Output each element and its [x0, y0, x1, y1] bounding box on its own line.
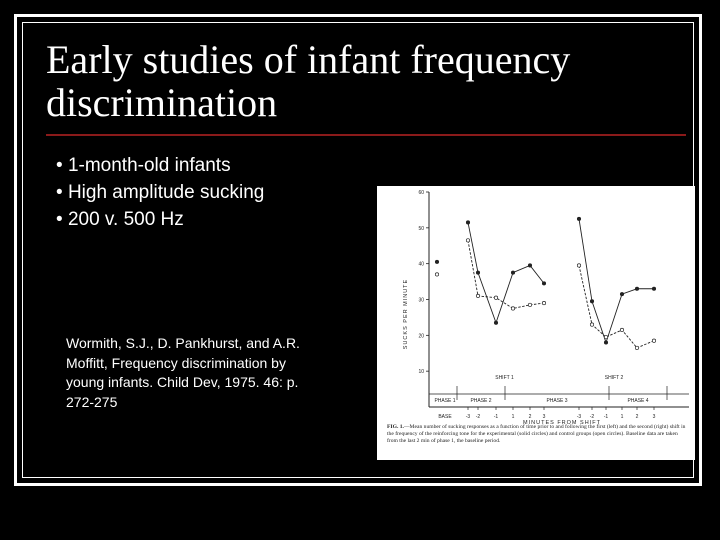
base-label: BASE [438, 414, 452, 420]
phase-label: PHASE 2 [470, 398, 491, 404]
x-tick-label: 3 [653, 414, 656, 420]
data-point [651, 286, 657, 291]
slide-title: Early studies of infant frequency discri… [46, 37, 571, 125]
data-point [465, 220, 471, 225]
x-tick-label: 2 [636, 414, 639, 420]
data-point [475, 270, 481, 275]
x-tick-label: -3 [577, 414, 582, 420]
x-tick-label: 1 [512, 414, 515, 420]
data-point [493, 320, 499, 325]
data-point [589, 299, 595, 304]
data-point [465, 238, 471, 243]
data-point [475, 293, 481, 298]
x-tick-label: -2 [476, 414, 481, 420]
shift-label: SHIFT 2 [605, 375, 624, 381]
data-point [589, 322, 595, 327]
y-tick-label: 10 [418, 369, 424, 375]
data-point [603, 335, 609, 340]
data-point [541, 301, 547, 306]
data-point [603, 340, 609, 345]
data-point [619, 327, 625, 333]
series-line [578, 218, 654, 344]
series-line [467, 240, 545, 309]
x-tick-label: -2 [590, 414, 595, 420]
data-point [527, 302, 533, 307]
phase-label: PHASE 4 [627, 398, 648, 404]
data-point [619, 292, 625, 297]
x-tick-label: 1 [621, 414, 624, 420]
figure-caption-label: FIG. 1. [387, 424, 404, 430]
y-tick-label: 30 [418, 298, 424, 304]
y-tick-label: 50 [418, 226, 424, 232]
data-point [541, 281, 547, 286]
y-axis-label: SUCKS PER MINUTE [403, 279, 409, 349]
figure-caption-text: —Mean number of sucking responses as a f… [387, 424, 686, 445]
data-point [527, 263, 533, 268]
data-point [510, 270, 516, 275]
bullet-item: 200 v. 500 Hz [56, 206, 264, 233]
data-point [576, 216, 582, 221]
x-tick-label: -1 [604, 414, 609, 420]
x-tick-label: 2 [529, 414, 532, 420]
data-point [493, 295, 499, 300]
data-point [576, 263, 582, 268]
slide-outer-border [14, 14, 702, 486]
data-point [651, 338, 657, 343]
data-point [634, 286, 640, 291]
data-point [634, 345, 640, 350]
x-tick-label: 3 [543, 414, 546, 420]
sucking-rate-chart: 10 20 30 40 50 60 SUCKS PER MINUTE -3 -2 -1 1 2 3 SHI… [403, 190, 689, 424]
bullet-item: High amplitude sucking [56, 179, 264, 206]
shift-label: SHIFT 1 [495, 375, 514, 381]
baseline-point [434, 259, 440, 264]
series-line [578, 265, 655, 349]
x-tick-label: -3 [466, 414, 471, 420]
figure-caption: FIG. 1.—Mean number of sucking responses… [387, 424, 689, 446]
bullet-list: 1-month-old infants High amplitude sucki… [56, 152, 264, 233]
y-tick-label: 40 [418, 262, 424, 268]
bullet-item: 1-month-old infants [56, 152, 264, 179]
x-tick-label: -1 [494, 414, 499, 420]
phase-label: PHASE 3 [546, 398, 567, 404]
x-axis-label: MINUTES FROM SHIFT [523, 420, 601, 424]
y-tick-label: 60 [418, 190, 424, 196]
series-line [467, 222, 545, 325]
data-point [510, 306, 516, 311]
phase-label: PHASE 1 [434, 398, 455, 404]
figure-image: 10 20 30 40 50 60 SUCKS PER MINUTE -3 -2 -1 1 2 3 SHI… [377, 186, 695, 460]
citation-text: Wormith, S.J., D. Pankhurst, and A.R. Mo… [66, 335, 300, 410]
baseline-point [434, 272, 440, 277]
y-tick-label: 20 [418, 333, 424, 339]
title-divider [46, 134, 686, 136]
